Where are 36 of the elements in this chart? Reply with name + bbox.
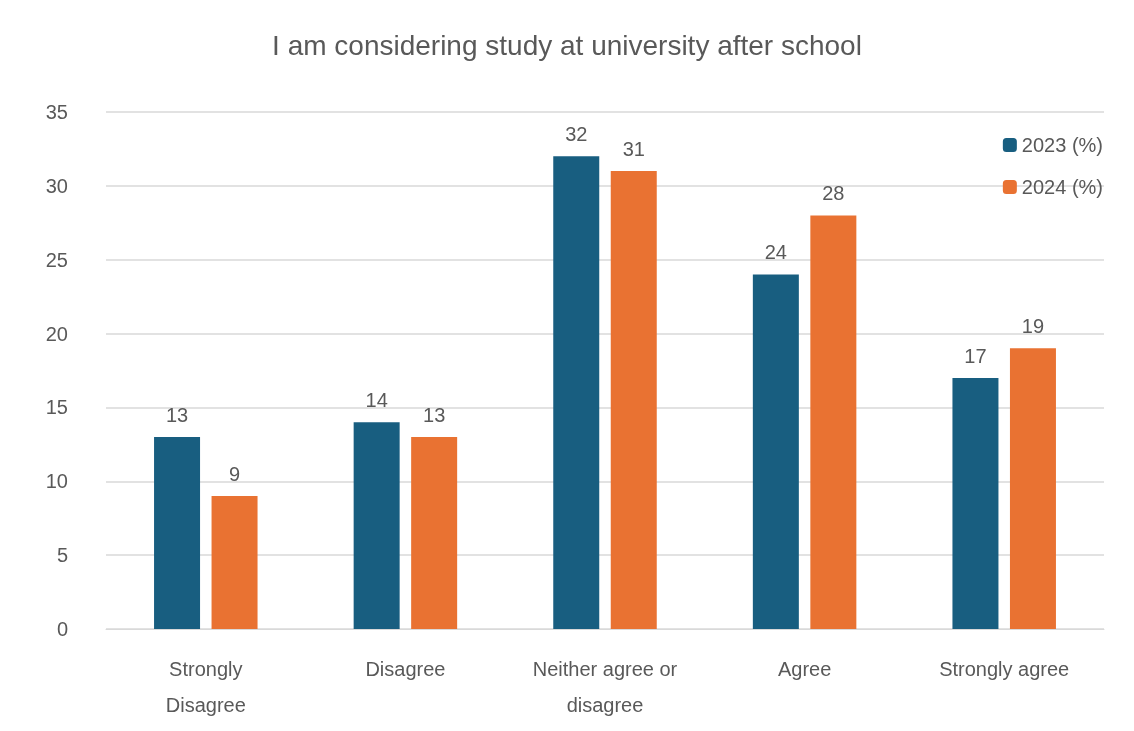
bar (353, 422, 400, 629)
y-tick-label: 25 (45, 248, 68, 271)
y-tick-label: 15 (45, 396, 68, 419)
y-tick-label: 0 (56, 618, 68, 640)
data-label: 14 (365, 389, 388, 412)
y-tick-label: 30 (45, 174, 68, 197)
x-tick-label: Disagree (365, 658, 446, 680)
data-label: 13 (165, 403, 189, 426)
bar (154, 436, 201, 629)
data-label: 9 (228, 463, 241, 486)
x-tick-label: Neither agree or disagree (532, 658, 678, 716)
legend-label: 2023 (%) (1021, 134, 1103, 156)
bar (411, 436, 458, 629)
data-label: 19 (1021, 315, 1045, 338)
data-label: 13 (423, 403, 446, 426)
data-label: 31 (622, 138, 645, 161)
chart-title: I am considering study at university after school (272, 29, 862, 61)
x-tick-label: Strongly agree (939, 658, 1070, 680)
data-label: 24 (764, 241, 787, 264)
bar (211, 496, 258, 629)
bar (1009, 348, 1056, 629)
bar (752, 274, 799, 629)
y-tick-label: 10 (45, 470, 68, 493)
bar (952, 377, 999, 629)
y-tick-label: 20 (45, 322, 68, 345)
legend-label: 2024 (%) (1021, 176, 1103, 198)
bar (610, 171, 657, 629)
data-label: 32 (565, 123, 588, 146)
x-tick-label: Agree (777, 658, 832, 680)
bar (810, 215, 857, 629)
data-label: 17 (964, 344, 987, 367)
data-label: 28 (822, 182, 845, 205)
y-tick-label: 5 (56, 544, 68, 567)
y-tick-label: 35 (45, 101, 68, 123)
bar (553, 156, 600, 629)
x-tick-label: Strongly Disagree (165, 658, 246, 716)
